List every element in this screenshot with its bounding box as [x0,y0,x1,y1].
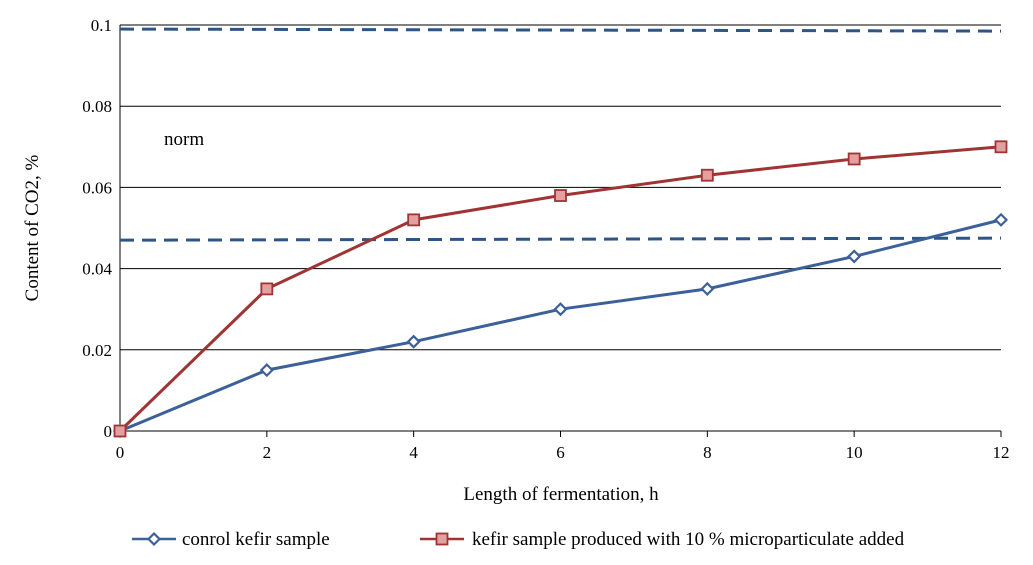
series-0-point-2 [406,334,421,349]
series-1-point-0 [113,424,127,438]
y-tick-label-0: 0 [104,422,113,441]
series-group [112,140,1009,439]
annotation-norm: norm [164,129,204,150]
reference-lines [119,27,1002,242]
series-0-point-3 [553,302,568,317]
x-tick-label-0: 0 [116,443,125,462]
axes [119,25,1002,437]
x-tick-label-6: 12 [993,443,1010,462]
tick-labels: 0 0.02 0.04 0.06 0.08 0.1 0 2 4 6 8 10 12 [82,16,1009,462]
reference-line-0 [119,27,1002,33]
series-0-point-5 [847,249,862,264]
y-tick-label-1: 0.02 [82,341,112,360]
series-0-point-1 [259,363,274,378]
series-1-point-6 [994,140,1008,154]
legend-label-microparticulate: kefir sample produced with 10 % micropar… [472,529,905,550]
x-tick-label-2: 4 [409,443,418,462]
legend-label-control: conrol kefir sample [182,529,330,550]
series-1-point-1 [260,282,274,296]
series-1-point-3 [554,189,567,202]
legend: conrol kefir sample kefir sample produce… [132,529,905,550]
y-tick-label-5: 0.1 [91,16,112,35]
x-tick-label-3: 6 [556,443,565,462]
x-tick-label-5: 10 [846,443,863,462]
series-1-point-4 [700,168,714,182]
x-tick-label-4: 8 [703,443,712,462]
grid-lines [120,24,1001,351]
legend-marker-microparticulate [435,532,449,546]
x-axis-title: Length of fermentation, h [463,484,659,505]
x-tick-label-1: 2 [263,443,272,462]
y-tick-label-4: 0.08 [82,97,112,116]
series-line-0 [119,218,1002,433]
y-axis-title: Content of CO2, % [22,154,43,301]
series-1-point-5 [847,152,861,166]
series-1-point-2 [407,213,421,227]
series-0-point-4 [700,281,715,296]
legend-marker-control [146,531,162,547]
y-tick-label-2: 0.04 [82,260,112,279]
y-tick-label-3: 0.06 [82,178,112,197]
reference-line-1 [119,236,1002,242]
series-0-point-6 [993,212,1009,227]
